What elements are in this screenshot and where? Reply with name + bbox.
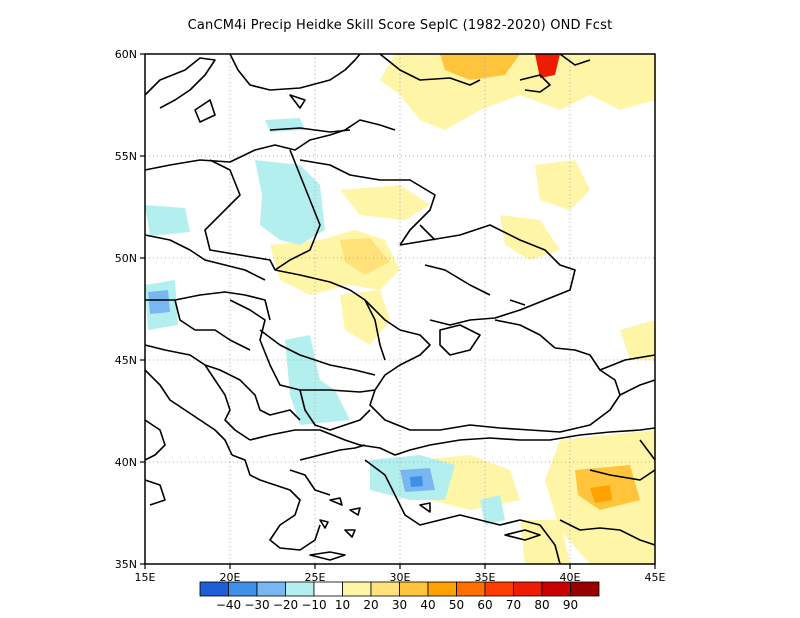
colorbar-label: −40 [216, 598, 241, 612]
lat-tick-labels: 60N 55N 50N 45N 40N 35N [115, 48, 137, 571]
chart-title: CanCM4i Precip Heidke Skill Score SepIC … [187, 18, 613, 33]
shade-aegean-darkblue [410, 476, 423, 487]
colorbar-swatch [484, 581, 514, 597]
shade-north-yellow [380, 54, 655, 130]
colorbar-swatch [285, 581, 315, 597]
colorbar-swatch [199, 581, 229, 597]
shade-belarus-yellow [340, 185, 430, 220]
colorbar [199, 581, 600, 597]
colorbar-swatch [427, 581, 457, 597]
shade-romania-cyan [285, 335, 350, 425]
colorbar-swatch [541, 581, 571, 597]
lat-tick-50: 50N [115, 252, 137, 265]
colorbar-swatch [313, 581, 343, 597]
lon-tick-20: 20E [220, 571, 241, 584]
shade-se-deep [590, 485, 612, 503]
colorbar-swatch [456, 581, 486, 597]
lon-tick-35: 35E [475, 571, 496, 584]
colorbar-swatch [570, 581, 600, 597]
lat-tick-45: 45N [115, 354, 137, 367]
lat-tick-35: 35N [115, 558, 137, 571]
colorbar-label: 90 [563, 598, 578, 612]
tick-marks [140, 53, 656, 569]
colorbar-labels: −40 −30 −20 −10 10 20 30 40 50 60 70 80 90 [216, 598, 578, 612]
colorbar-swatch [228, 581, 258, 597]
shade-north-red [535, 54, 560, 78]
colorbar-swatch [256, 581, 286, 597]
colorbar-label: 10 [335, 598, 350, 612]
lat-tick-55: 55N [115, 150, 137, 163]
skill-shading [145, 54, 655, 564]
shade-austria-blue [148, 290, 170, 314]
lat-tick-60: 60N [115, 48, 137, 61]
colorbar-swatch [399, 581, 429, 597]
shade-west-cyan [145, 205, 190, 236]
shade-east-yellow [500, 215, 560, 260]
colorbar-swatch [370, 581, 400, 597]
shade-poland-cyan [255, 160, 325, 245]
shade-russia-yellow [535, 160, 590, 210]
shade-anatolia-cyan [480, 495, 505, 525]
colorbar-label: 20 [363, 598, 378, 612]
lon-tick-15: 15E [135, 571, 156, 584]
shade-ukraine-deep [340, 238, 390, 275]
shade-north-orange [440, 54, 520, 80]
colorbar-label: 60 [477, 598, 492, 612]
lon-tick-25: 25E [305, 571, 326, 584]
lat-tick-40: 40N [115, 456, 137, 469]
colorbar-label: −20 [273, 598, 298, 612]
colorbar-label: −10 [301, 598, 326, 612]
lon-tick-30: 30E [390, 571, 411, 584]
colorbar-label: 30 [392, 598, 407, 612]
coastlines-borders [144, 53, 656, 565]
map-gridlines [145, 54, 655, 564]
colorbar-label: −30 [244, 598, 269, 612]
lon-tick-labels: 15E 20E 25E 30E 35E 40E 45E [135, 571, 666, 584]
lon-tick-45: 45E [645, 571, 666, 584]
colorbar-label: 50 [449, 598, 464, 612]
shade-caucasus-yellow [620, 320, 655, 360]
colorbar-label: 40 [420, 598, 435, 612]
colorbar-swatch [513, 581, 543, 597]
colorbar-swatch [342, 581, 372, 597]
lon-tick-40: 40E [560, 571, 581, 584]
colorbar-label: 80 [534, 598, 549, 612]
colorbar-label: 70 [506, 598, 521, 612]
